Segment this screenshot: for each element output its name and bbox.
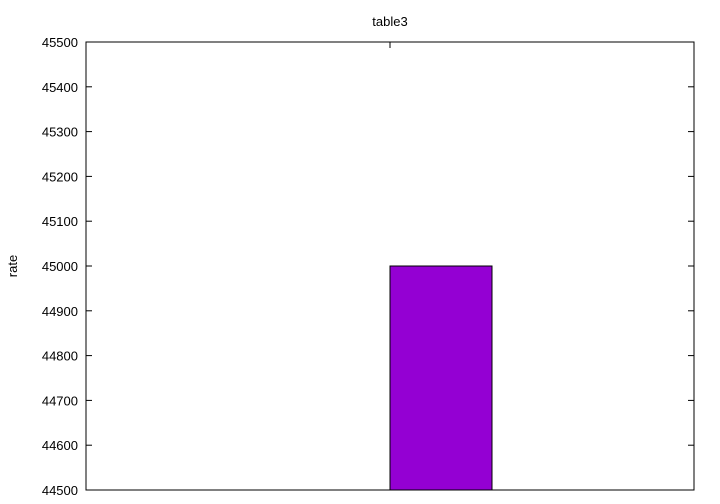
y-axis-ticks: 44500 44600 44700 44800 44900 45000 45100 45200… xyxy=(42,35,694,498)
y-tick-label: 45400 xyxy=(42,80,78,95)
y-tick-label: 44700 xyxy=(42,393,78,408)
y-tick-label: 45300 xyxy=(42,125,78,140)
y-tick-label: 45100 xyxy=(42,214,78,229)
y-tick-label: 45000 xyxy=(42,259,78,274)
y-tick-label: 45200 xyxy=(42,169,78,184)
y-tick-label: 44500 xyxy=(42,483,78,498)
y-axis-label: rate xyxy=(5,255,20,277)
bar xyxy=(389,265,493,491)
plot-border xyxy=(85,41,695,491)
bars xyxy=(389,265,493,491)
y-tick-label: 44800 xyxy=(42,349,78,364)
y-tick-label: 44600 xyxy=(42,438,78,453)
chart-title: table3 xyxy=(372,14,407,29)
y-tick-label: 44900 xyxy=(42,304,78,319)
y-tick-label: 45500 xyxy=(42,35,78,50)
